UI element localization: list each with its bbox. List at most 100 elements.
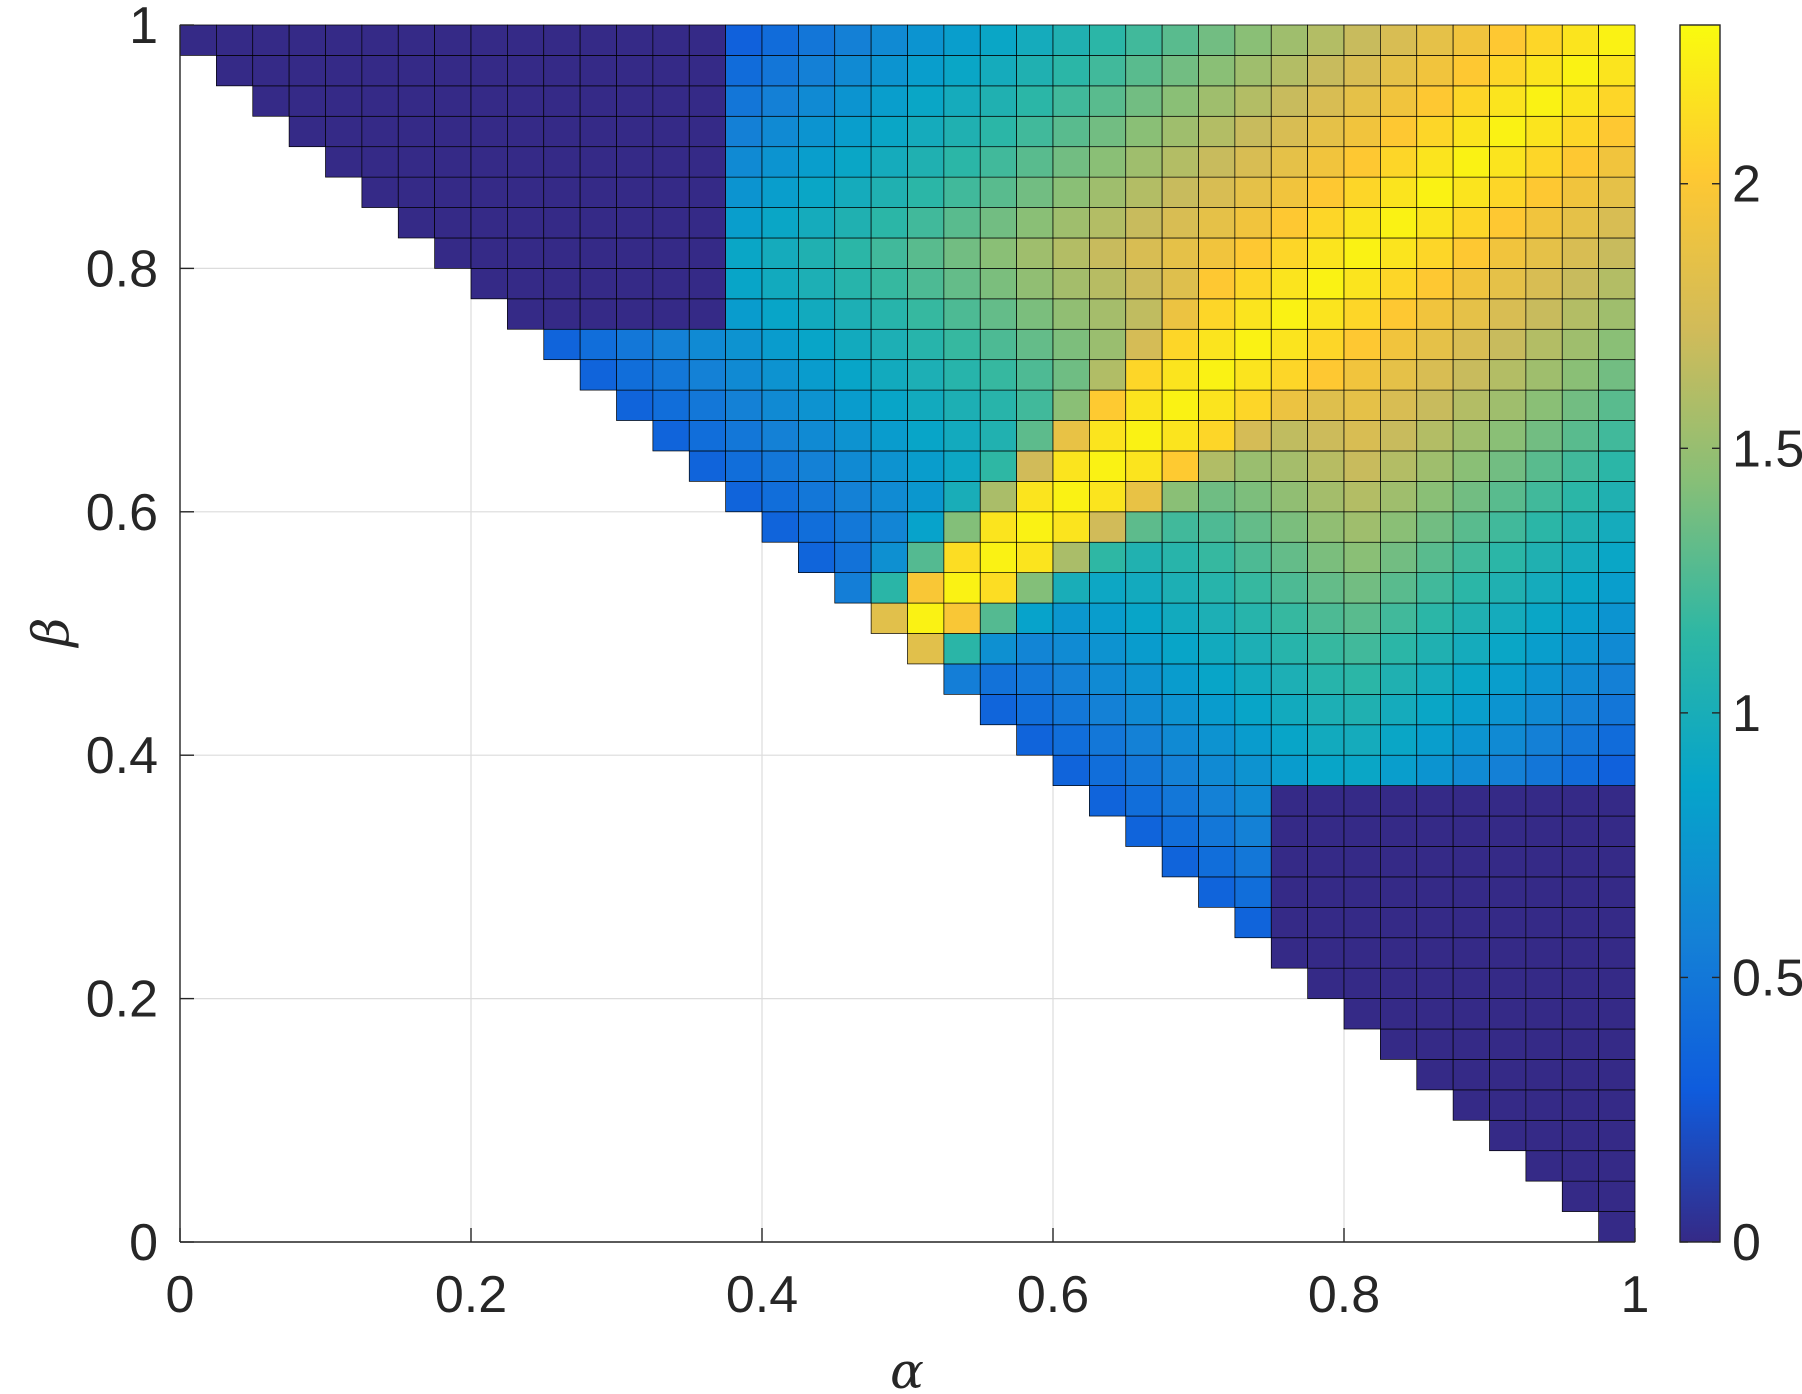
heatmap-cell <box>1270 359 1308 391</box>
heatmap-cell <box>1416 906 1454 939</box>
heatmap-cell <box>688 207 726 239</box>
heatmap-cell <box>1125 602 1163 634</box>
heatmap-cell <box>1598 1211 1636 1243</box>
heatmap-cell <box>1525 815 1563 847</box>
heatmap-cell <box>979 268 1017 300</box>
heatmap-cell <box>616 389 654 421</box>
heatmap-cell <box>1125 724 1163 756</box>
heatmap-cell <box>1270 633 1308 665</box>
heatmap-cell <box>1525 1089 1563 1121</box>
heatmap-cell <box>1052 663 1090 695</box>
heatmap-cell <box>979 420 1017 452</box>
heatmap-cell <box>1198 420 1236 452</box>
heatmap-cell <box>1598 1119 1636 1152</box>
heatmap-cell <box>1380 1028 1418 1060</box>
heatmap-cell <box>1343 602 1381 634</box>
heatmap-cell <box>1198 389 1236 421</box>
heatmap-cell <box>1198 268 1236 300</box>
heatmap-cell <box>1343 967 1381 999</box>
heatmap-cell <box>1561 1180 1599 1212</box>
heatmap-cell <box>1198 55 1236 87</box>
heatmap-cell <box>1234 268 1272 300</box>
heatmap-cell <box>870 24 908 56</box>
heatmap-cell <box>1489 115 1527 148</box>
heatmap-cell <box>1052 450 1090 482</box>
heatmap-cell <box>798 420 836 452</box>
heatmap-cell <box>1452 481 1490 513</box>
heatmap-cell <box>979 389 1017 421</box>
heatmap-cell <box>1452 541 1490 573</box>
heatmap-cell <box>1270 207 1308 239</box>
heatmap-cell <box>1598 328 1636 361</box>
heatmap-cell <box>943 663 981 695</box>
heatmap-cell <box>543 115 581 148</box>
heatmap-cell <box>1343 876 1381 908</box>
heatmap-cell <box>1489 389 1527 421</box>
heatmap-cell <box>1052 115 1090 148</box>
heatmap-cell <box>688 298 726 330</box>
heatmap-cell <box>1234 450 1272 482</box>
heatmap-cell <box>1198 541 1236 573</box>
heatmap-cell <box>1198 815 1236 847</box>
heatmap-cell <box>1380 846 1418 878</box>
heatmap-cell <box>1089 146 1127 178</box>
heatmap-cell <box>1380 511 1418 543</box>
heatmap-cell <box>798 481 836 513</box>
heatmap-cell <box>1234 785 1272 817</box>
heatmap-cell <box>1307 298 1345 330</box>
heatmap-cell <box>943 633 981 665</box>
heatmap-cell <box>1416 207 1454 239</box>
heatmap-cell <box>1380 55 1418 87</box>
heatmap-cell <box>361 24 399 56</box>
heatmap-cell <box>1270 389 1308 421</box>
heatmap-cell <box>979 146 1017 178</box>
heatmap-cell <box>1307 511 1345 543</box>
heatmap-cell <box>1380 602 1418 634</box>
heatmap-cell <box>1234 633 1272 665</box>
heatmap-cell <box>1343 481 1381 513</box>
heatmap-cell <box>361 115 399 148</box>
heatmap-cell <box>834 572 872 604</box>
heatmap-cell <box>1234 572 1272 604</box>
heatmap-cell <box>1343 724 1381 756</box>
heatmap-cell <box>616 207 654 239</box>
heatmap-cell <box>979 207 1017 239</box>
heatmap-cell <box>616 237 654 269</box>
heatmap-cell <box>1452 1028 1490 1060</box>
colorbar-scale <box>1679 24 1721 1243</box>
heatmap-cell <box>725 389 763 421</box>
heatmap-cell <box>252 24 290 56</box>
heatmap-cell <box>1343 207 1381 239</box>
heatmap-cell <box>1052 207 1090 239</box>
heatmap-cell <box>798 268 836 300</box>
heatmap-cell <box>1089 602 1127 634</box>
heatmap-cell <box>907 268 945 300</box>
heatmap-cell <box>1125 693 1163 726</box>
heatmap-cell <box>688 328 726 361</box>
heatmap-cell <box>470 268 508 300</box>
heatmap-cell <box>1270 511 1308 543</box>
heatmap-cell <box>1598 663 1636 695</box>
heatmap-cell <box>1016 481 1054 513</box>
heatmap-cell <box>1561 176 1599 208</box>
heatmap-cell <box>761 420 799 452</box>
heatmap-cell <box>798 24 836 56</box>
heatmap-cell <box>1598 481 1636 513</box>
heatmap-cell <box>1489 937 1527 969</box>
heatmap-cell <box>397 176 435 208</box>
heatmap-cell <box>1489 511 1527 543</box>
heatmap-cell <box>1198 754 1236 786</box>
heatmap-cell <box>1380 207 1418 239</box>
heatmap-cells <box>179 24 1636 1243</box>
colorbar-tick-label: 2 <box>1732 156 1761 214</box>
heatmap-cell <box>1598 1150 1636 1182</box>
heatmap-cell <box>1380 998 1418 1030</box>
heatmap-cell <box>543 176 581 208</box>
heatmap-cell <box>979 176 1017 208</box>
heatmap-cell <box>1270 724 1308 756</box>
heatmap-cell <box>1452 937 1490 969</box>
heatmap-cell <box>1198 633 1236 665</box>
heatmap-cell <box>1561 967 1599 999</box>
heatmap-cell <box>1525 1119 1563 1152</box>
heatmap-cell <box>1489 207 1527 239</box>
